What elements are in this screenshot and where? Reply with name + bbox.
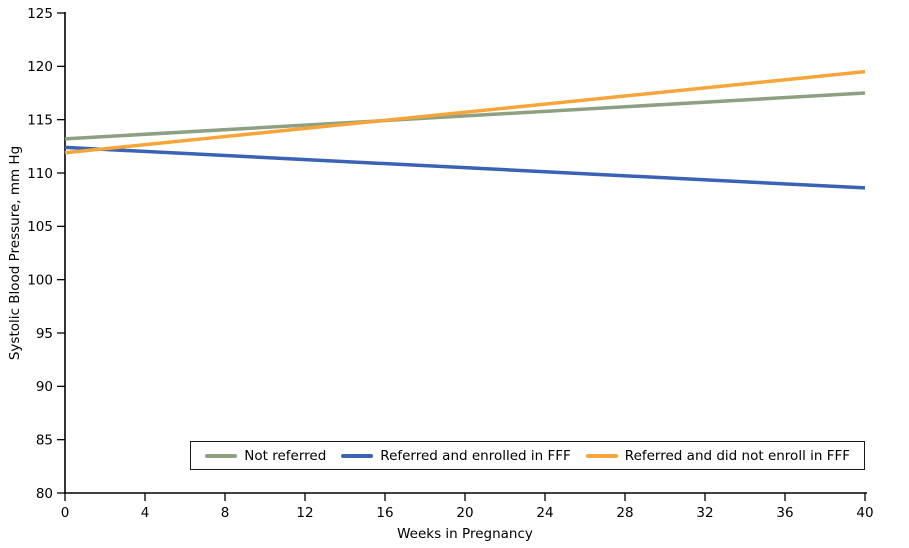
x-tick-label: 40	[856, 505, 873, 521]
x-tick-label: 4	[141, 505, 150, 521]
y-tick-label: 125	[27, 6, 53, 22]
y-tick-label: 105	[27, 219, 53, 235]
x-tick-label: 36	[776, 505, 793, 521]
legend-item-referred-not-enrolled: Referred and did not enroll in FFF	[585, 447, 850, 464]
x-tick-label: 32	[696, 505, 713, 521]
x-tick-label: 20	[456, 505, 473, 521]
x-tick-label: 12	[296, 505, 313, 521]
legend-swatch-referred-enrolled	[341, 453, 374, 458]
legend-swatch-referred-not-enrolled	[585, 453, 618, 458]
x-tick-label: 8	[221, 505, 230, 521]
y-tick-label: 95	[36, 326, 53, 342]
y-tick-label: 120	[27, 59, 53, 75]
series-line-referred-and-did-not-enroll-in-fff	[64, 69, 866, 155]
y-tick-label: 85	[36, 432, 53, 448]
legend-label-not-referred: Not referred	[244, 447, 327, 464]
y-axis-title: Systolic Blood Pressure, mm Hg	[7, 145, 23, 361]
y-tick-label: 110	[27, 166, 53, 182]
y-tick-label: 115	[27, 112, 53, 128]
series-line-referred-and-enrolled-in-fff	[64, 145, 866, 190]
x-tick-label: 0	[61, 505, 70, 521]
x-tick-label: 24	[536, 505, 553, 521]
legend-swatch-not-referred	[205, 453, 238, 458]
legend-label-referred-not-enrolled: Referred and did not enroll in FFF	[624, 447, 850, 464]
x-axis-title: Weeks in Pregnancy	[397, 526, 533, 542]
y-tick-label: 90	[36, 379, 53, 395]
legend-label-referred-enrolled: Referred and enrolled in FFF	[380, 447, 571, 464]
y-tick-label: 80	[36, 486, 53, 502]
y-tick-label: 100	[27, 272, 53, 288]
x-tick-label: 16	[376, 505, 393, 521]
x-tick-label: 28	[616, 505, 633, 521]
legend: Not referred Referred and enrolled in FF…	[190, 441, 865, 470]
series-line-not-referred	[64, 91, 866, 141]
legend-item-referred-enrolled: Referred and enrolled in FFF	[341, 448, 571, 464]
legend-item-not-referred: Not referred	[205, 448, 326, 464]
